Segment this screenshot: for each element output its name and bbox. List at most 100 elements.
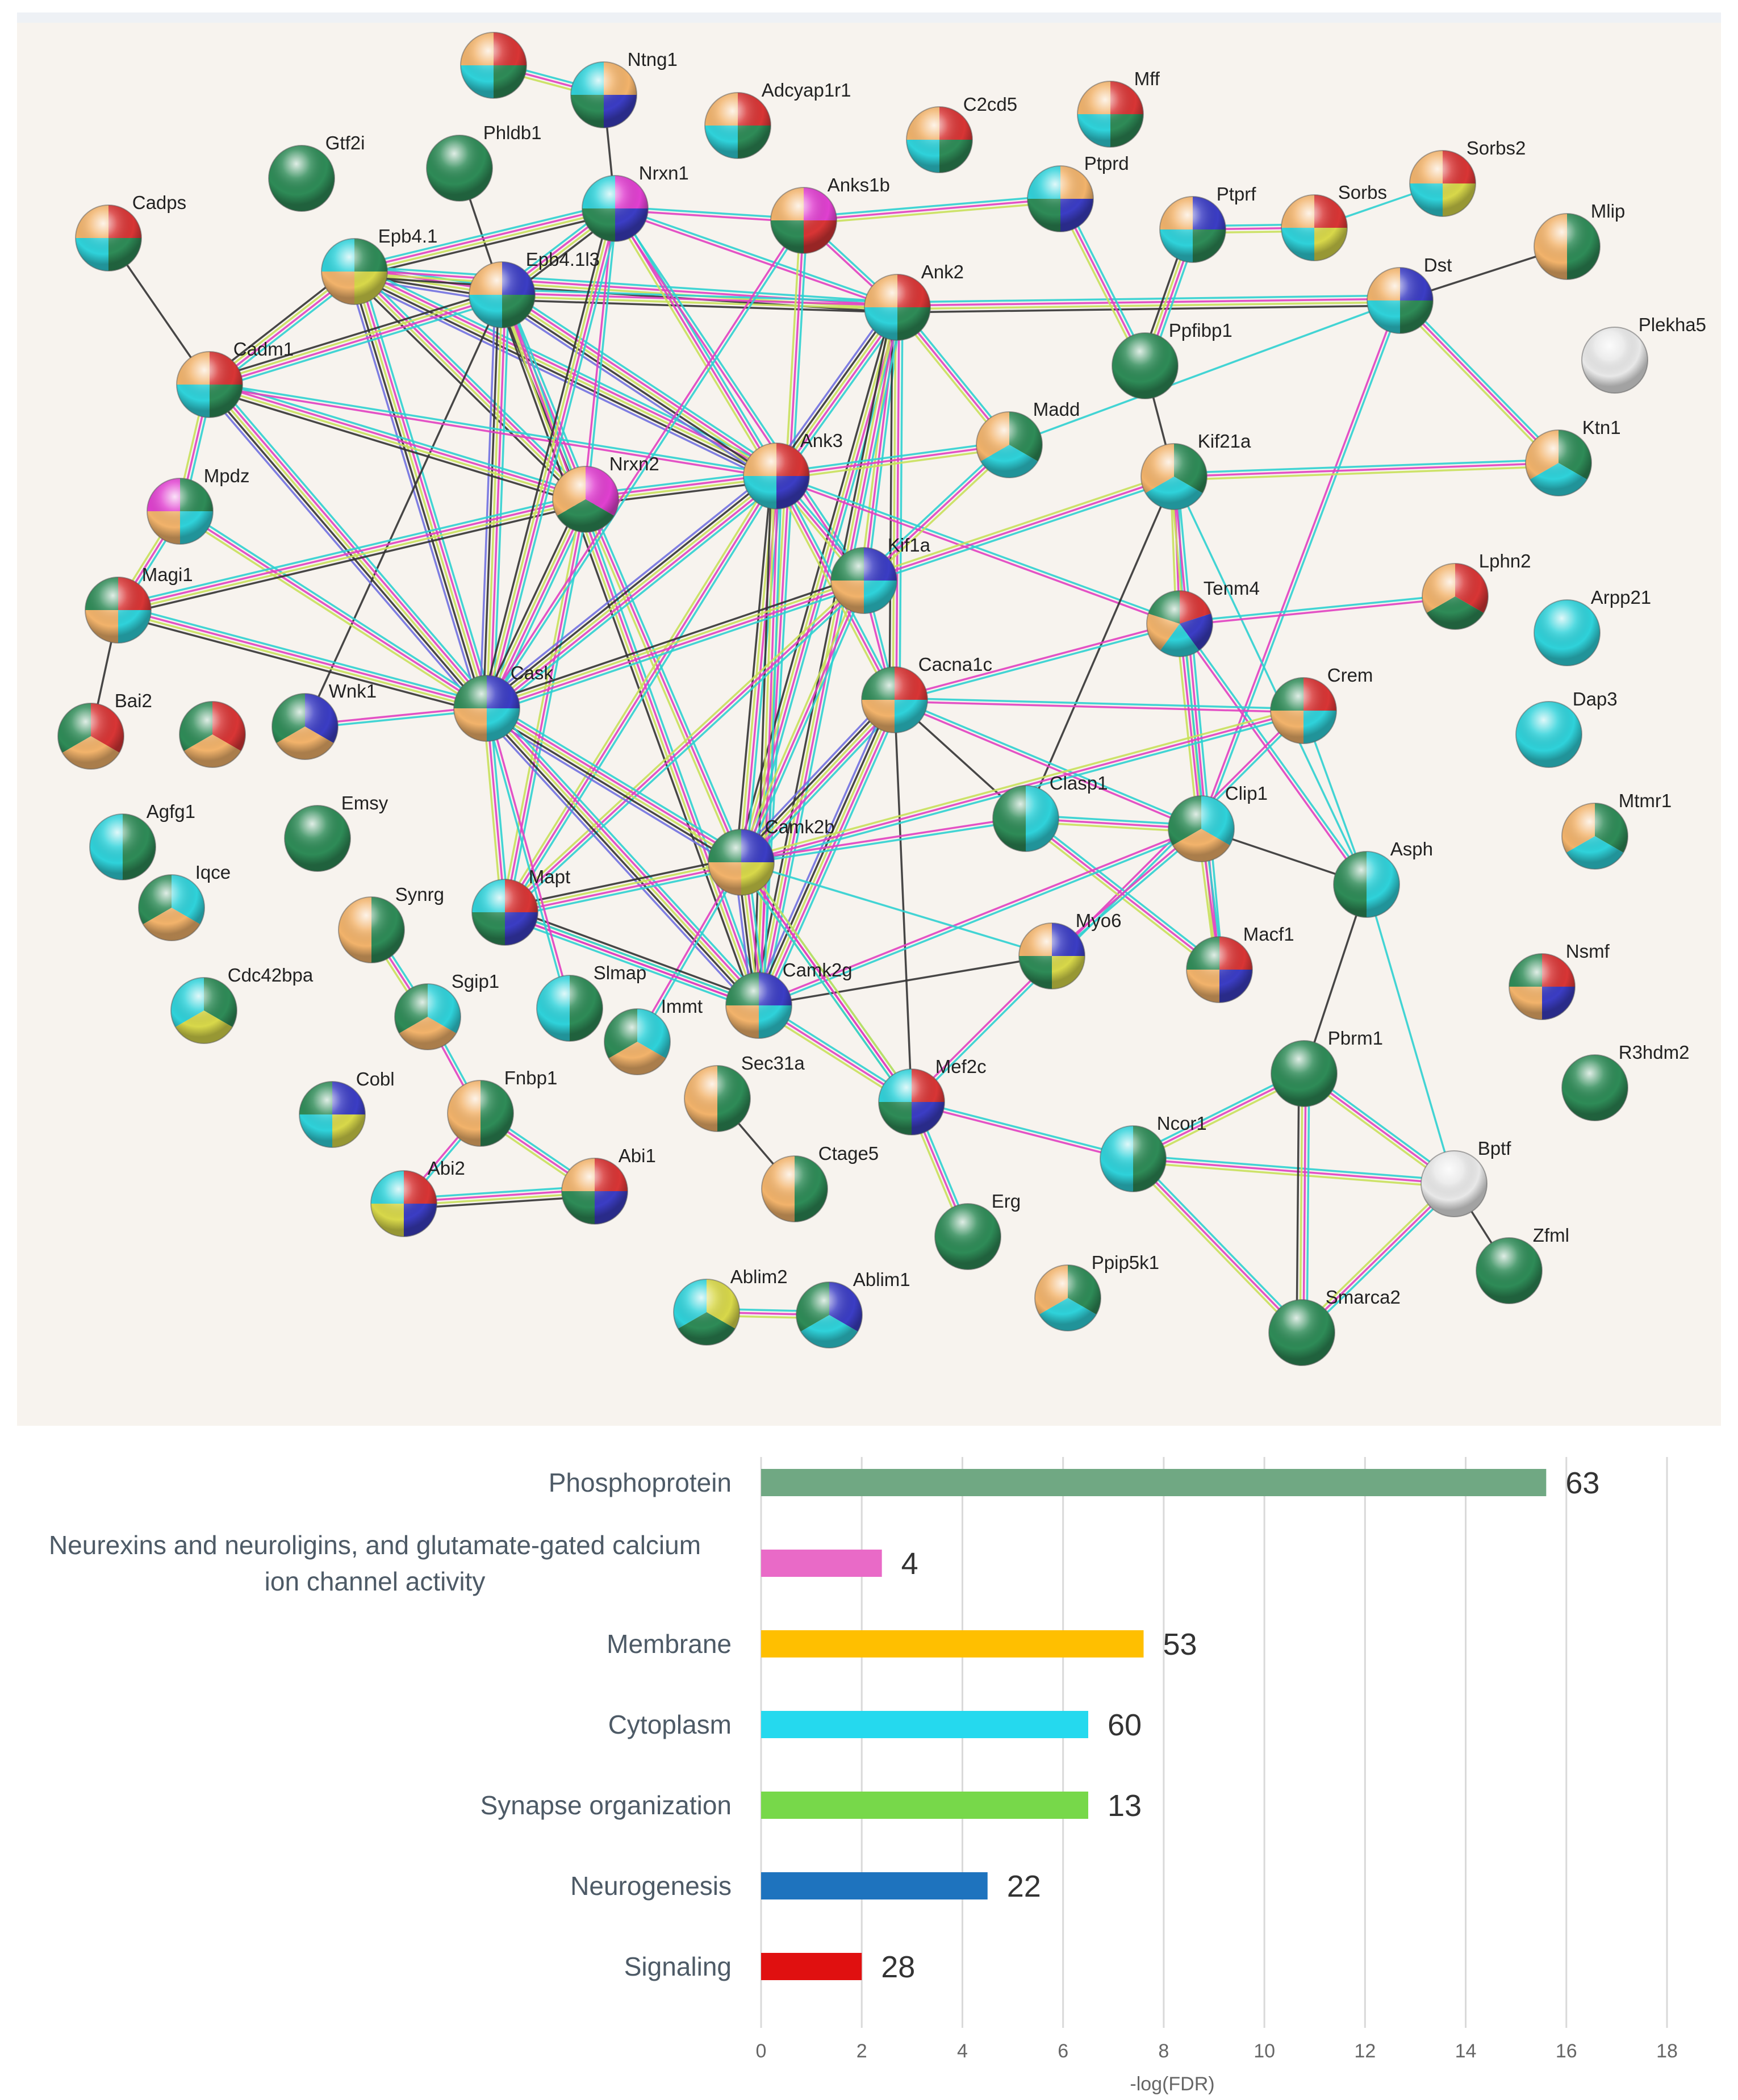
node-macf1[interactable]: Macf1 — [1186, 924, 1294, 1003]
node-bai2[interactable]: Bai2 — [57, 690, 152, 770]
node-r3hdm2[interactable]: R3hdm2 — [1561, 1042, 1689, 1121]
node-synrg[interactable]: Synrg — [338, 884, 444, 963]
node-cdc42bpa[interactable]: Cdc42bpa — [170, 965, 314, 1044]
node-emsy[interactable]: Emsy — [284, 792, 388, 872]
node-kif21a[interactable]: Kif21a — [1140, 431, 1251, 510]
node-gtf2i[interactable]: Gtf2i — [268, 132, 365, 212]
node-nrxn2[interactable]: Nrxn2 — [552, 453, 659, 533]
node-abi2[interactable]: Abi2 — [370, 1158, 465, 1237]
edge-Epb41l3-Ank3 — [498, 288, 781, 483]
node-cacna1c[interactable]: Cacna1c — [861, 654, 992, 733]
node-slmap[interactable]: Slmap — [536, 962, 646, 1042]
node-mtmr1[interactable]: Mtmr1 — [1561, 790, 1672, 870]
node-adcyap1r1[interactable]: Adcyap1r1 — [704, 80, 851, 159]
grid-layer — [760, 1457, 1668, 2028]
node-agfg1[interactable]: Agfg1 — [89, 801, 195, 880]
node-mlip[interactable]: Mlip — [1534, 201, 1625, 280]
node-sec31a[interactable]: Sec31a — [684, 1053, 805, 1132]
node-ctage5[interactable]: Ctage5 — [761, 1143, 879, 1222]
node-iqce[interactable]: Iqce — [138, 862, 231, 941]
edge-Ank3-Cask — [482, 470, 782, 715]
bar-count-label: 53 — [1163, 1627, 1197, 1661]
node-abi1[interactable]: Abi1 — [561, 1145, 656, 1225]
node-sgip1[interactable]: Sgip1 — [394, 971, 499, 1050]
node-ppfibp1[interactable]: Ppfibp1 — [1112, 320, 1233, 399]
x-tick-label: 16 — [1556, 2040, 1577, 2062]
node-camk2b[interactable]: Camk2b — [708, 816, 835, 896]
node-ank2[interactable]: Ank2 — [864, 261, 964, 341]
node-plekha5[interactable]: Plekha5 — [1581, 314, 1706, 394]
node-clip1[interactable]: Clip1 — [1168, 783, 1268, 862]
node-cobl[interactable]: Cobl — [299, 1068, 395, 1148]
node-myo6[interactable]: Myo6 — [1018, 910, 1121, 990]
node-sorbs[interactable]: Sorbs — [1281, 182, 1387, 261]
node-ntng1[interactable]: Ntng1 — [570, 49, 678, 128]
node-anon2[interactable] — [179, 701, 246, 768]
node-label: Ppip5k1 — [1092, 1252, 1159, 1273]
edge-Anks1b-Ptprd — [803, 194, 1061, 225]
edge-Kif1a-Mapt — [502, 577, 867, 916]
node-crem[interactable]: Crem — [1270, 665, 1373, 744]
node-nsmf[interactable]: Nsmf — [1509, 941, 1610, 1020]
node-nrxn1[interactable]: Nrxn1 — [582, 162, 689, 242]
node-cadm1[interactable]: Cadm1 — [176, 339, 294, 418]
edge-Ank3-Camk2g — [753, 475, 783, 1006]
node-dst[interactable]: Dst — [1367, 254, 1452, 334]
node-asph[interactable]: Asph — [1333, 838, 1433, 918]
node-anon1[interactable] — [460, 32, 527, 99]
node-smarca2[interactable]: Smarca2 — [1268, 1287, 1401, 1366]
node-label: Camk2g — [783, 959, 853, 980]
node-anks1b[interactable]: Anks1b — [770, 174, 890, 254]
node-bptf[interactable]: Bptf — [1421, 1138, 1511, 1217]
node-ktn1[interactable]: Ktn1 — [1525, 417, 1621, 496]
node-epb4-1[interactable]: Epb4.1 — [321, 226, 437, 305]
node-tenm4[interactable]: Tenm4 — [1146, 578, 1260, 657]
node-erg[interactable]: Erg — [934, 1191, 1021, 1270]
node-ppip5k1[interactable]: Ppip5k1 — [1034, 1252, 1159, 1331]
node-label: Mtmr1 — [1619, 790, 1672, 811]
edge-Slmap-Cask — [484, 707, 573, 1009]
node-label: Ablim1 — [853, 1269, 910, 1290]
node-label: Bptf — [1478, 1138, 1512, 1159]
edge-Cacna1c-Mef2c — [893, 699, 913, 1103]
edge-Cacna1c-Crem — [894, 697, 1304, 713]
node-wnk1[interactable]: Wnk1 — [271, 680, 377, 760]
node-ablim1[interactable]: Ablim1 — [796, 1269, 910, 1348]
edge-Epb41-Nrxn1 — [353, 202, 617, 278]
node-sorbs2[interactable]: Sorbs2 — [1409, 137, 1526, 217]
node-mff[interactable]: Mff — [1077, 68, 1160, 148]
node-arpp21[interactable]: Arpp21 — [1534, 587, 1651, 666]
node-ank3[interactable]: Ank3 — [743, 430, 843, 510]
edge-Nrxn2-Cask — [481, 496, 591, 711]
node-ptprf[interactable]: Ptprf — [1159, 183, 1256, 263]
category-label: Signaling — [624, 1952, 732, 1981]
node-mpdz[interactable]: Mpdz — [147, 465, 249, 545]
node-mapt[interactable]: Mapt — [471, 866, 570, 946]
node-zfml[interactable]: Zfml — [1476, 1225, 1569, 1304]
node-magi1[interactable]: Magi1 — [85, 564, 193, 644]
node-label: Nrxn1 — [639, 162, 689, 183]
node-camk2g[interactable]: Camk2g — [725, 959, 853, 1039]
node-dap3[interactable]: Dap3 — [1515, 688, 1618, 768]
edge-Magi1-Nrxn2 — [116, 493, 587, 616]
node-fnbp1[interactable]: Fnbp1 — [447, 1067, 557, 1147]
node-c2cd5[interactable]: C2cd5 — [906, 94, 1017, 173]
node-cask[interactable]: Cask — [453, 662, 553, 742]
node-phldb1[interactable]: Phldb1 — [426, 122, 542, 202]
node-label: Lphn2 — [1479, 550, 1531, 571]
node-ablim2[interactable]: Ablim2 — [673, 1266, 788, 1346]
node-immt[interactable]: Immt — [604, 996, 703, 1075]
node-ncor1[interactable]: Ncor1 — [1100, 1113, 1207, 1192]
node-ptprd[interactable]: Ptprd — [1027, 153, 1129, 232]
node-lphn2[interactable]: Lphn2 — [1422, 550, 1531, 630]
node-cadps[interactable]: Cadps — [75, 192, 186, 272]
node-pbrm1[interactable]: Pbrm1 — [1271, 1028, 1383, 1107]
node-epb4-1l3[interactable]: Epb4.1l3 — [469, 249, 600, 328]
node-label: Mef2c — [935, 1056, 987, 1077]
node-clasp1[interactable]: Clasp1 — [992, 773, 1108, 852]
node-kif1a[interactable]: Kif1a — [830, 535, 931, 614]
node-madd[interactable]: Madd — [976, 399, 1080, 478]
node-mef2c[interactable]: Mef2c — [878, 1056, 987, 1135]
node-label: Ntng1 — [628, 49, 678, 70]
category-label: Phosphoprotein — [549, 1468, 732, 1497]
